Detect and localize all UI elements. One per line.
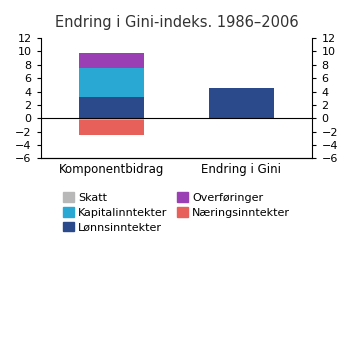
Bar — [79, 53, 144, 67]
Legend: Skatt, Kapitalinntekter, Lønnsinntekter, Overføringer, Næringsinntekter: Skatt, Kapitalinntekter, Lønnsinntekter,… — [58, 188, 295, 237]
Bar — [79, 97, 144, 118]
Bar — [79, 120, 144, 135]
Bar — [209, 88, 274, 118]
Bar — [79, 118, 144, 135]
Bar — [79, 67, 144, 97]
Title: Endring i Gini-indeks. 1986–2006: Endring i Gini-indeks. 1986–2006 — [55, 15, 298, 30]
